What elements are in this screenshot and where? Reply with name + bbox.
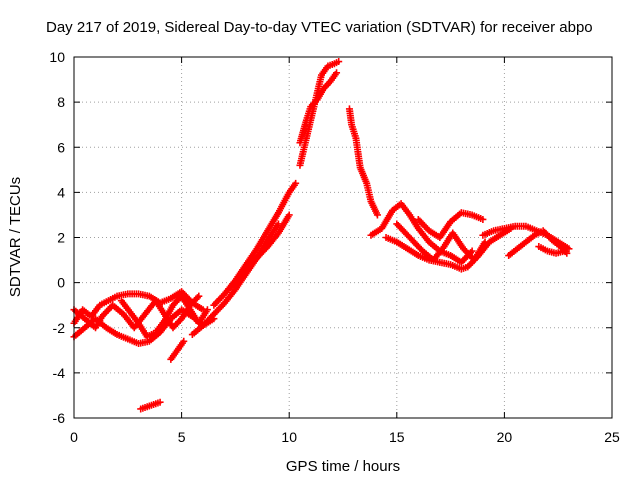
data-point — [481, 238, 489, 246]
y-tick-label: 6 — [57, 139, 65, 155]
y-tick-label: 0 — [57, 275, 65, 291]
y-tick-label: 8 — [57, 94, 65, 110]
y-tick-label: -2 — [53, 320, 66, 336]
y-tick-label: 4 — [57, 184, 65, 200]
axis-tick-labels: 0 5 10 15 20 25 -6 -4 -2 0 2 4 6 8 10 — [49, 49, 620, 445]
data-point — [468, 247, 476, 255]
y-tick-label: -6 — [53, 410, 66, 426]
grid — [74, 57, 612, 418]
data-points — [70, 58, 573, 413]
x-tick-label: 5 — [178, 429, 186, 445]
data-point — [285, 211, 293, 219]
x-axis-label: GPS time / hours — [286, 458, 400, 475]
axis-ticks — [73, 56, 613, 419]
series-arc-drop — [345, 105, 381, 219]
y-tick-label: 2 — [57, 230, 65, 246]
series-arc-mid-4 — [414, 209, 487, 241]
series-arc-rise-2 — [210, 179, 300, 309]
data-point — [333, 69, 341, 77]
series-arc-rise-3 — [225, 211, 293, 293]
series-arc-early-4 — [117, 292, 211, 341]
series-arc-mid-3 — [393, 220, 489, 264]
data-point — [561, 247, 569, 255]
data-point — [156, 398, 164, 406]
x-tick-label: 10 — [281, 429, 297, 445]
x-tick-label: 15 — [389, 429, 405, 445]
chart-title: Day 217 of 2019, Sidereal Day-to-day VTE… — [46, 19, 593, 36]
data-point — [479, 215, 487, 223]
x-tick-label: 25 — [604, 429, 620, 445]
data-point — [195, 292, 203, 300]
x-tick-label: 20 — [497, 429, 513, 445]
data-point — [373, 211, 381, 219]
y-tick-label: 10 — [49, 49, 65, 65]
series-arc-low-2 — [167, 337, 188, 363]
series-arc-low-1 — [137, 398, 164, 413]
data-point — [292, 179, 300, 187]
series-arc-mid-1 — [367, 200, 476, 266]
data-point — [335, 58, 343, 66]
data-point — [180, 337, 188, 345]
y-tick-label: -4 — [53, 365, 66, 381]
series-arc-peak-2 — [296, 69, 341, 147]
series-arc-late-3 — [535, 243, 569, 257]
data-point — [565, 245, 573, 253]
data-point — [203, 306, 211, 314]
data-point — [193, 294, 201, 302]
x-tick-label: 0 — [70, 429, 78, 445]
y-axis-label: SDTVAR / TECUs — [7, 177, 24, 297]
